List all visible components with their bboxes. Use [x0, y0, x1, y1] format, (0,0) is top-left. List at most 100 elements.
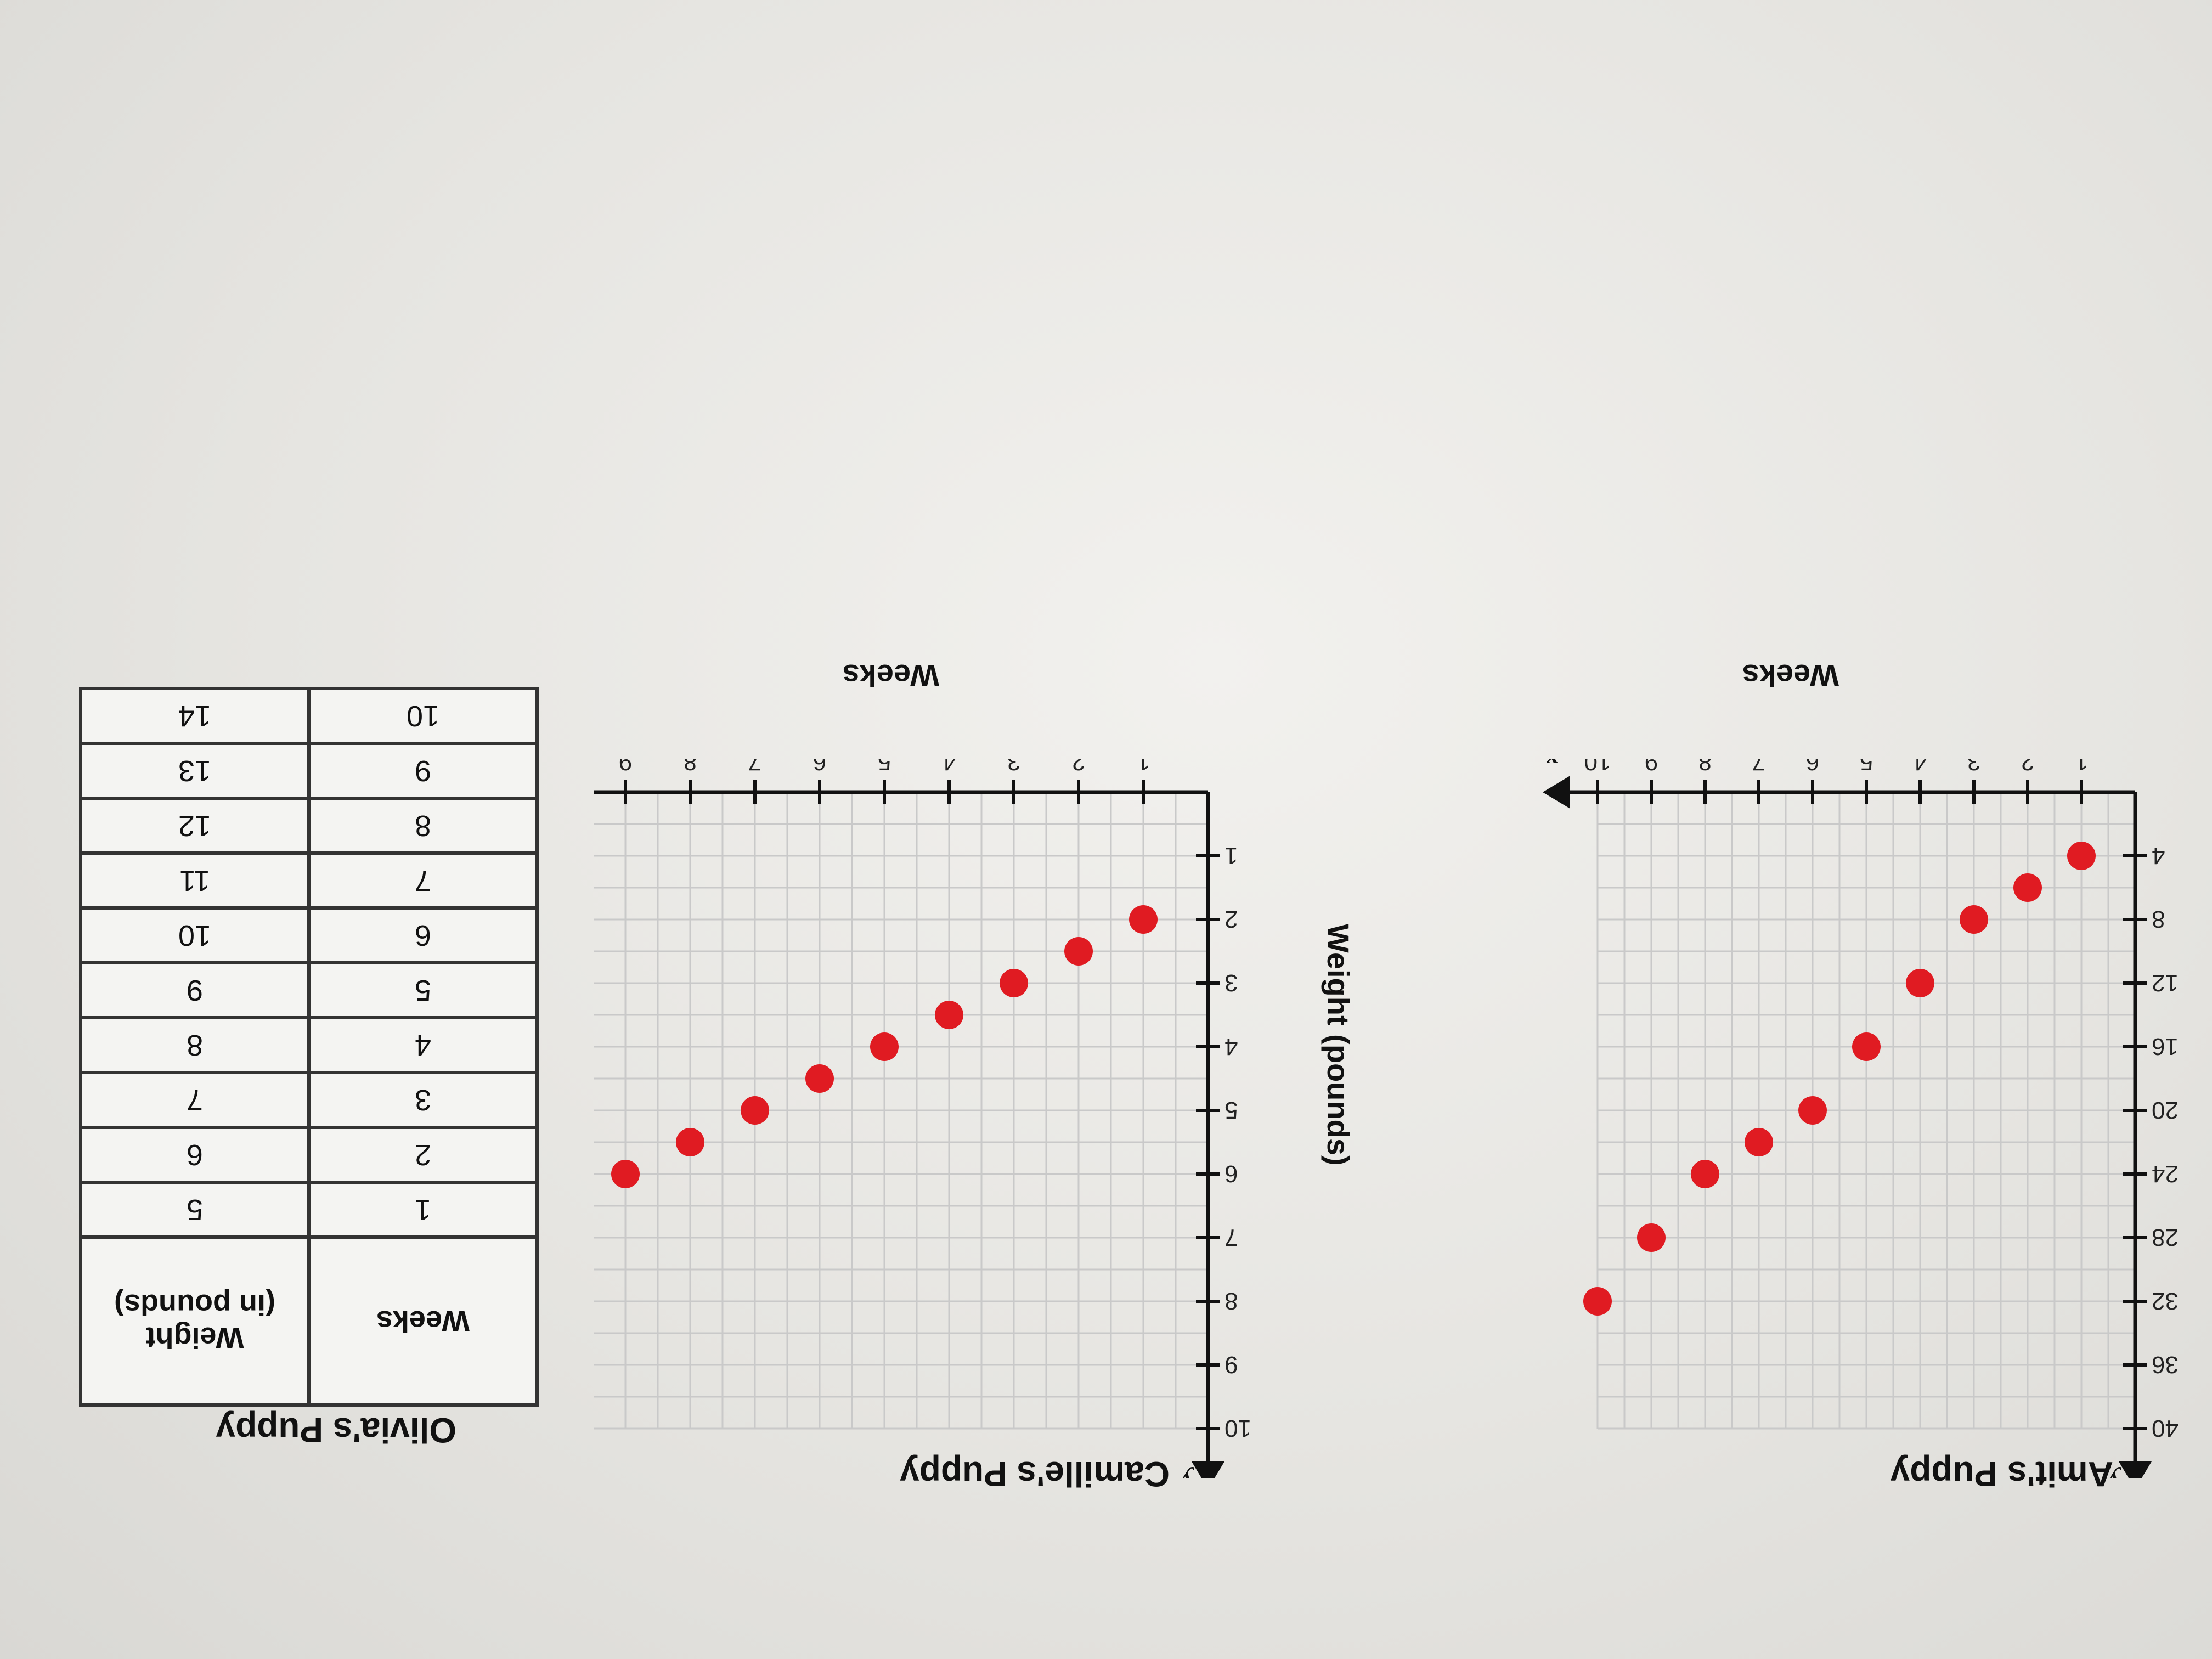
olivia-cell-weight: 10 [81, 908, 309, 963]
camille-x-tick-label: 5 [878, 759, 891, 775]
camille-y-tick-label: 6 [1224, 1160, 1238, 1187]
camille-y-tick-label: 2 [1224, 906, 1238, 933]
camille-y-tick-label: 1 [1224, 842, 1238, 869]
camille-x-tick-label: 1 [1137, 759, 1150, 775]
amit-y-tick-label: 28 [2152, 1224, 2179, 1251]
camille-x-axis-title: Weeks [842, 658, 939, 693]
amit-x-tick-label: 4 [1914, 759, 1927, 775]
olivia-cell-weight: 8 [81, 1018, 309, 1073]
olivia-table: Weeks Weight (in pounds) 1 5 2 6 3 7 4 8 5 9 6 10 7 1… [79, 687, 539, 1407]
olivia-table-title: Olivia's Puppy [216, 1410, 456, 1450]
camille-data-point [935, 1001, 963, 1029]
olivia-cell-weight: 14 [81, 689, 309, 743]
olivia-cell-weeks: 7 [309, 853, 537, 908]
amit-data-point [1798, 1096, 1827, 1125]
amit-y-tick-label: 8 [2152, 906, 2165, 933]
amit-x-tick-label: 3 [1967, 759, 1980, 775]
camille-plot: xy1234567891012345678910 [594, 759, 1251, 1478]
camille-data-point [741, 1096, 769, 1125]
amit-y-tick-label: 40 [2152, 1415, 2179, 1442]
olivia-header-weight-line2: (in pounds) [114, 1288, 275, 1321]
olivia-table-row: 9 13 [81, 743, 537, 798]
amit-data-point [2013, 873, 2042, 902]
amit-y-tick-label: 36 [2152, 1351, 2179, 1378]
olivia-cell-weeks: 3 [309, 1073, 537, 1127]
amit-data-point [1906, 969, 1934, 997]
amit-x-tick-label: 7 [1752, 759, 1765, 775]
amit-y-tick-label: 12 [2152, 969, 2179, 996]
amit-x-tick-label: 5 [1860, 759, 1873, 775]
camille-x-tick-label: 8 [684, 759, 697, 775]
olivia-table-row: 10 14 [81, 689, 537, 743]
olivia-cell-weeks: 6 [309, 908, 537, 963]
amit-y-tick-label: 4 [2152, 842, 2165, 869]
amit-y-letter: y [2107, 1466, 2121, 1478]
amit-plot: xy12345678910481216202428323640 [1543, 759, 2179, 1478]
camille-x-tick-label: 4 [943, 759, 956, 775]
amit-data-point [1960, 905, 1988, 934]
amit-x-tick-label: 10 [1584, 759, 1611, 775]
amit-x-tick-label: 8 [1699, 759, 1712, 775]
olivia-header-weeks: Weeks [309, 1237, 537, 1405]
amit-x-letter: x [1546, 759, 1560, 774]
camille-y-tick-label: 9 [1224, 1351, 1238, 1378]
olivia-header-weight-line1: Weight [145, 1321, 244, 1354]
olivia-header-weight: Weight (in pounds) [81, 1237, 309, 1405]
camille-data-point [1000, 969, 1028, 997]
camille-data-point [805, 1064, 834, 1093]
amit-x-tick-label: 9 [1645, 759, 1658, 775]
camille-x-tick-label: 2 [1072, 759, 1085, 775]
amit-y-tick-label: 16 [2152, 1033, 2179, 1060]
olivia-table-row: 6 10 [81, 908, 537, 963]
camille-y-tick-label: 4 [1224, 1033, 1238, 1060]
camille-x-tick-label: 7 [748, 759, 761, 775]
amit-data-point [1745, 1128, 1773, 1156]
camille-y-letter: y [1180, 1466, 1194, 1478]
camille-y-tick-label: 10 [1224, 1415, 1251, 1442]
camille-y-tick-label: 5 [1224, 1097, 1238, 1124]
olivia-cell-weight: 12 [81, 798, 309, 853]
amit-data-point [1691, 1160, 1719, 1188]
amit-data-point [1583, 1287, 1612, 1316]
amit-chart-title: Amit's Puppy [1890, 1454, 2113, 1494]
camille-x-tick-label: 6 [813, 759, 826, 775]
camille-grid [594, 792, 1208, 1430]
olivia-table-header-row: Weeks Weight (in pounds) [81, 1237, 537, 1405]
olivia-cell-weeks: 8 [309, 798, 537, 853]
camille-y-tick-label: 3 [1224, 969, 1238, 996]
camille-y-tick-label: 7 [1224, 1224, 1238, 1251]
amit-y-tick-label: 32 [2152, 1288, 2179, 1314]
olivia-cell-weeks: 1 [309, 1182, 537, 1237]
camille-y-arrow [1192, 1462, 1224, 1478]
olivia-cell-weeks: 5 [309, 963, 537, 1018]
camille-chart-title: Camille's Puppy [900, 1454, 1170, 1494]
olivia-table-row: 7 11 [81, 853, 537, 908]
amit-x-axis-title: Weeks [1742, 658, 1839, 693]
camille-y-tick-label: 8 [1224, 1288, 1238, 1314]
olivia-cell-weight: 6 [81, 1127, 309, 1182]
olivia-cell-weeks: 10 [309, 689, 537, 743]
amit-x-tick-label: 1 [2075, 759, 2088, 775]
olivia-table-row: 8 12 [81, 798, 537, 853]
amit-x-tick-label: 2 [2021, 759, 2034, 775]
camille-data-point [1064, 937, 1093, 966]
olivia-cell-weeks: 9 [309, 743, 537, 798]
amit-y-arrow [2119, 1462, 2152, 1478]
amit-data-point [2067, 842, 2096, 870]
camille-y-axis-title: Weight (pounds) [1321, 924, 1356, 1166]
olivia-cell-weight: 11 [81, 853, 309, 908]
camille-chart: xy1234567891012345678910 [594, 759, 1307, 1478]
amit-data-point [1852, 1032, 1881, 1061]
camille-x-tick-label: 3 [1007, 759, 1020, 775]
amit-y-tick-label: 24 [2152, 1160, 2179, 1187]
camille-data-point [611, 1160, 640, 1188]
olivia-cell-weight: 5 [81, 1182, 309, 1237]
amit-y-tick-label: 20 [2152, 1097, 2179, 1124]
olivia-cell-weight: 7 [81, 1073, 309, 1127]
camille-data-point [1129, 905, 1158, 934]
